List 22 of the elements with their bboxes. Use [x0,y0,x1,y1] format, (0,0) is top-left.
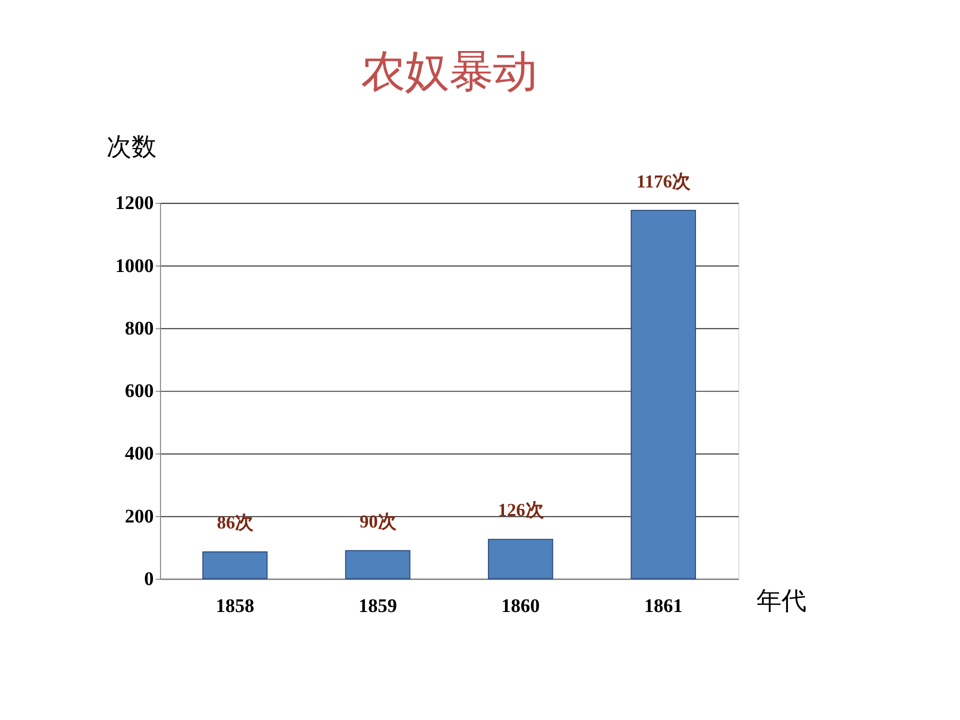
y-tick-label: 800 [124,318,154,340]
chart-title: 农奴暴动 [361,46,538,98]
y-tick-label: 1200 [115,193,154,214]
y-tick-label: 0 [144,569,154,590]
bar [630,210,696,580]
x-axis-title: 年代 [756,586,806,616]
bar [488,538,554,580]
x-tick-label: 1858 [216,596,254,618]
data-label: 86次 [216,512,254,533]
bar [345,550,410,580]
x-tick-label: 1859 [358,596,398,618]
y-tick-label: 1000 [115,256,154,277]
x-tick-label: 1861 [644,596,683,618]
y-axis-title: 次数 [106,132,157,162]
data-label: 90次 [360,511,397,532]
data-label: 126次 [498,500,544,520]
x-tick-label: 1860 [501,596,540,618]
data-label: 1176次 [636,171,692,192]
y-tick-label: 200 [124,506,154,528]
y-tick-label: 400 [124,444,154,465]
bar [202,551,268,580]
y-tick-label: 600 [124,381,154,402]
